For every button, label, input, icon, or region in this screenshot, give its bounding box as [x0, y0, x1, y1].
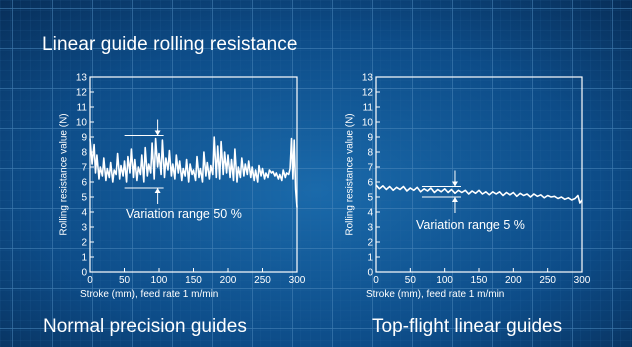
y-tick-label: 8 — [367, 148, 373, 159]
y-tick-label: 9 — [81, 133, 87, 144]
x-tick-label: 300 — [289, 275, 306, 286]
data-series-line — [375, 184, 583, 204]
x-tick-label: 200 — [220, 275, 237, 286]
y-tick-label: 10 — [362, 118, 374, 129]
y-tick-label: 1 — [81, 253, 87, 264]
variation-range-label: Variation range 50 % — [126, 207, 242, 221]
range-arrowhead-top — [451, 181, 458, 187]
range-arrowhead-top — [154, 130, 161, 136]
x-tick-label: 300 — [574, 275, 591, 286]
plot-frame — [375, 76, 583, 273]
x-axis-label: Stroke (mm), feed rate 1 m/min — [366, 289, 504, 300]
x-tick-label: 150 — [185, 275, 202, 286]
x-tick-label: 50 — [119, 275, 131, 286]
range-arrowhead-bottom — [154, 188, 161, 193]
y-tick-label: 1 — [367, 253, 373, 264]
y-tick-label: 4 — [81, 208, 87, 219]
y-tick-label: 2 — [81, 238, 87, 249]
x-tick-label: 250 — [254, 275, 271, 286]
y-axis-label: Rolling resistance value (N) — [59, 113, 70, 235]
x-axis-label: Stroke (mm), feed rate 1 m/min — [80, 289, 218, 300]
y-axis-label: Rolling resistance value (N) — [345, 113, 356, 235]
y-tick-label: 7 — [81, 163, 87, 174]
x-tick-label: 100 — [151, 275, 168, 286]
variation-range-label: Variation range 5 % — [416, 218, 525, 232]
page-title: Linear guide rolling resistance — [42, 34, 298, 55]
y-tick-label: 5 — [81, 193, 87, 204]
x-tick-label: 0 — [373, 275, 379, 286]
data-series-line — [89, 136, 298, 208]
y-tick-label: 2 — [367, 238, 373, 249]
range-arrowhead-bottom — [451, 197, 458, 202]
y-tick-label: 13 — [76, 73, 88, 84]
y-tick-label: 10 — [76, 118, 88, 129]
y-tick-label: 5 — [367, 193, 373, 204]
footer-label-normal: Normal precision guides — [43, 316, 247, 337]
x-tick-label: 50 — [405, 275, 417, 286]
y-tick-label: 0 — [367, 268, 373, 279]
x-tick-label: 250 — [539, 275, 556, 286]
y-tick-label: 12 — [362, 88, 374, 99]
x-tick-label: 100 — [436, 275, 453, 286]
y-tick-label: 13 — [362, 73, 374, 84]
y-tick-label: 6 — [81, 178, 87, 189]
y-tick-label: 8 — [81, 148, 87, 159]
y-tick-label: 3 — [81, 223, 87, 234]
x-tick-label: 200 — [505, 275, 522, 286]
y-tick-label: 4 — [367, 208, 373, 219]
x-tick-label: 0 — [87, 275, 93, 286]
x-tick-label: 150 — [471, 275, 488, 286]
y-tick-label: 11 — [77, 103, 88, 114]
y-tick-label: 0 — [81, 268, 87, 279]
y-tick-label: 7 — [367, 163, 373, 174]
y-tick-label: 3 — [367, 223, 373, 234]
y-tick-label: 12 — [76, 88, 88, 99]
footer-label-top-flight: Top-flight linear guides — [372, 316, 563, 337]
y-tick-label: 6 — [367, 178, 373, 189]
y-tick-label: 11 — [363, 103, 374, 114]
y-tick-label: 9 — [367, 133, 373, 144]
